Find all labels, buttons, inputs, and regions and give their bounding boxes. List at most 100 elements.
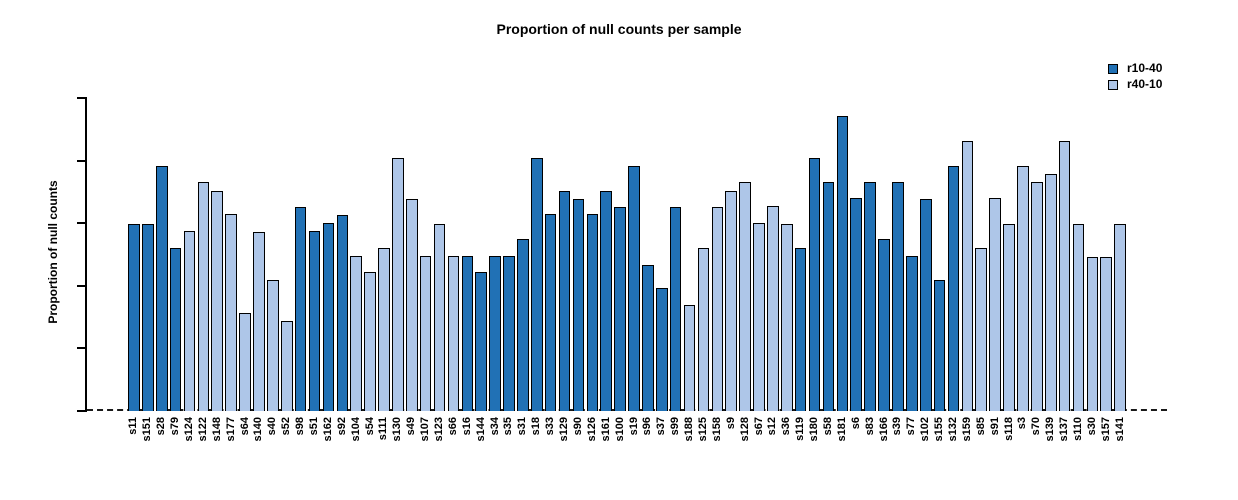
x-label-s58: s58 — [821, 417, 834, 436]
bar-s141 — [1114, 224, 1126, 411]
x-label-cell: s30 — [1085, 417, 1099, 467]
x-label-cell: s107 — [419, 417, 433, 467]
bar-s12 — [767, 206, 779, 411]
x-label-s166: s166 — [877, 417, 890, 442]
x-label-s157: s157 — [1099, 417, 1112, 442]
x-label-cell: s39 — [891, 417, 905, 467]
x-label-cell: s11 — [127, 417, 141, 467]
bar-s3 — [1017, 166, 1029, 411]
bar-s137 — [1058, 141, 1071, 411]
bar-s128 — [739, 181, 751, 411]
chart-legend: r10-40 r40-10 — [1108, 62, 1162, 94]
y-tick-mark — [77, 410, 86, 412]
x-label-s118: s118 — [1002, 417, 1015, 441]
bar-s139 — [1044, 173, 1057, 411]
chart-title: Proportion of null counts per sample — [496, 21, 742, 37]
x-label-cell: s96 — [641, 417, 655, 467]
bar-s28 — [155, 165, 168, 411]
bar-cell — [280, 98, 294, 411]
bar-s107 — [419, 256, 432, 411]
bar-s157 — [1100, 257, 1113, 411]
bar-cell — [1002, 98, 1016, 411]
bar-cell — [405, 98, 419, 411]
x-label-s130: s130 — [391, 417, 404, 442]
bar-cell — [266, 98, 280, 411]
x-label-s52: s52 — [280, 417, 293, 436]
x-label-cell: s28 — [155, 417, 169, 467]
bar-s52 — [280, 321, 293, 411]
x-label-cell: s64 — [238, 417, 252, 467]
x-label-s91: s91 — [988, 417, 1001, 436]
x-label-s11: s11 — [127, 417, 140, 435]
x-label-cell: s100 — [613, 417, 627, 467]
bar-cell — [599, 98, 613, 411]
bar-cell — [780, 98, 794, 411]
bar-cell — [627, 98, 641, 411]
x-label-s144: s144 — [474, 417, 487, 442]
bar-s123 — [433, 223, 446, 411]
x-label-s102: s102 — [919, 417, 932, 442]
x-label-cell: s33 — [544, 417, 558, 467]
x-label-cell: s166 — [877, 417, 891, 467]
x-label-cell: s51 — [308, 417, 322, 467]
x-label-cell: s54 — [363, 417, 377, 467]
x-label-cell: s141 — [1113, 417, 1127, 467]
bar-cell — [252, 98, 266, 411]
x-label-cell: s158 — [710, 417, 724, 467]
x-axis-labels: s11 s151 s28 s79 s124 s122 s148 s177 s64 s140 s40 s… — [127, 417, 1127, 467]
bar-s118 — [1003, 224, 1015, 411]
bar-cell — [530, 98, 544, 411]
bar-s98 — [294, 206, 307, 411]
x-label-s77: s77 — [905, 417, 918, 436]
bar-s40 — [267, 280, 279, 411]
bar-cell — [1016, 98, 1030, 411]
bar-s16 — [461, 256, 474, 411]
bar-cell — [544, 98, 558, 411]
x-label-cell: s177 — [224, 417, 238, 467]
bar-cell — [1058, 98, 1072, 411]
x-label-s181: s181 — [835, 417, 848, 442]
x-label-s6: s6 — [849, 417, 862, 430]
bar-s102 — [919, 198, 932, 411]
bar-s104 — [350, 256, 362, 411]
y-tick-mark — [77, 284, 86, 287]
bar-s51 — [308, 231, 321, 411]
bar-cell — [974, 98, 988, 411]
bar-s6 — [850, 198, 863, 411]
x-label-s28: s28 — [155, 417, 168, 436]
x-label-cell: s18 — [530, 417, 544, 467]
bar-s119 — [794, 247, 807, 411]
x-label-s98: s98 — [294, 417, 307, 436]
bar-cell — [169, 98, 183, 411]
bar-cell — [891, 98, 905, 411]
bar-s161 — [600, 191, 613, 411]
x-label-s12: s12 — [766, 417, 779, 436]
y-axis-label: Proportion of null counts — [46, 180, 60, 324]
x-label-cell: s124 — [183, 417, 197, 467]
x-label-s141: s141 — [1113, 417, 1126, 442]
bar-cell — [141, 98, 155, 411]
x-label-cell: s155 — [933, 417, 947, 467]
bar-cell — [724, 98, 738, 411]
bar-cell — [1072, 98, 1086, 411]
x-label-cell: s70 — [1030, 417, 1044, 467]
bar-s122 — [197, 181, 210, 411]
bar-cell — [183, 98, 197, 411]
x-label-cell: s83 — [863, 417, 877, 467]
bar-cell — [488, 98, 502, 411]
x-label-cell: s128 — [738, 417, 752, 467]
bar-s70 — [1031, 181, 1043, 411]
bar-s35 — [503, 256, 515, 411]
bar-cell — [655, 98, 669, 411]
x-label-s34: s34 — [488, 417, 501, 436]
bar-cell — [363, 98, 377, 411]
bar-s181 — [836, 116, 849, 411]
x-label-s92: s92 — [335, 417, 348, 436]
bar-s92 — [336, 215, 349, 411]
bar-cell — [585, 98, 599, 411]
bar-cell — [460, 98, 474, 411]
bar-cell — [613, 98, 627, 411]
bar-cell — [988, 98, 1002, 411]
x-label-s37: s37 — [655, 417, 668, 436]
bar-s64 — [239, 313, 251, 411]
